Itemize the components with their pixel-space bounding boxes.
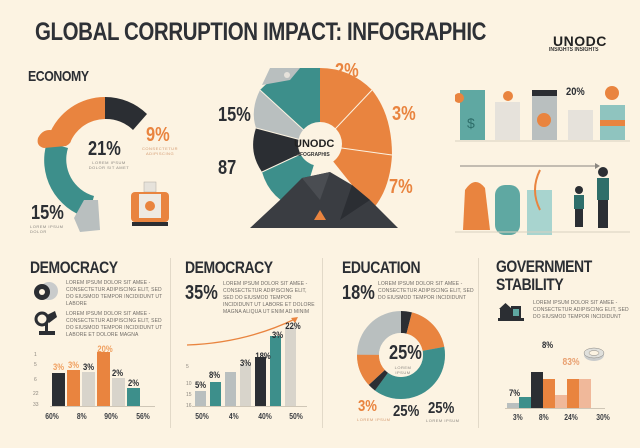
economy-left-caption: LOREM IPSUM DOLOR: [30, 224, 64, 234]
education-heading: EDUCATION: [342, 258, 421, 277]
economy-donut-chart: [37, 96, 147, 232]
wheel-segment-teal-top: [260, 68, 320, 145]
trend-arrow-icon: [186, 317, 298, 346]
government-heading-line1: GOVERNMENT: [496, 257, 592, 276]
government-heading-line2: STABILITY: [496, 275, 564, 294]
microscope-icon: [34, 311, 57, 335]
democracy2-text: LOREM IPSUM DOLOR SIT AMEE - CONSECTETUR…: [223, 281, 315, 315]
democracy2-bar-chart: [190, 327, 305, 406]
education-label-25pct-a: 25%: [393, 403, 420, 420]
svg-text:$: $: [467, 115, 475, 131]
democracy2-heading: DEMOCRACY: [185, 258, 273, 277]
wheel-label-2pct: 2%: [335, 60, 359, 82]
unodc-wheel-chart: [250, 68, 398, 228]
paper-stack-icon: [495, 102, 520, 140]
democracy-item-text: LOREM IPSUM DOLOR SIT AMEE - CONSECTETUR…: [66, 311, 163, 338]
warning-icon: [314, 210, 326, 220]
democracy-heading: DEMOCRACY: [30, 258, 118, 277]
economy-center-value: 21%: [88, 138, 121, 160]
wheel-label-87: 87: [218, 157, 237, 179]
illustration-value: 20%: [566, 86, 585, 98]
logo: UNODC: [553, 33, 607, 49]
economy-heading: ECONOMY: [28, 68, 89, 85]
wheel-segment-teal-bottom: [262, 145, 320, 210]
document-icon: [568, 110, 593, 140]
economy-right-value: 9%: [146, 124, 170, 146]
creature-icon: [463, 181, 490, 230]
education-center-value: 25%: [389, 342, 422, 364]
gears-icon: [34, 282, 58, 300]
economy-segment-orange: [49, 96, 105, 143]
economy-center-caption: LOREM IPSUM DOLOR SIT AMET: [88, 160, 130, 170]
democracy-bar-chart: [40, 350, 150, 406]
government-bar-chart: [505, 350, 615, 408]
wheel-label-15pct: 15%: [218, 104, 251, 126]
education-donut-chart: [357, 311, 445, 399]
machine-icon: [131, 181, 169, 226]
mountain-illustration: [250, 172, 398, 228]
education-value: 18%: [342, 282, 375, 304]
education-label-3pct: 3%: [358, 398, 377, 415]
democracy-item-text: LOREM IPSUM DOLOR SIT AMEE - CONSECTETUR…: [66, 280, 163, 307]
democracy2-value: 35%: [185, 282, 218, 304]
education-label-25pct-b: 25%: [428, 400, 455, 417]
logo-subtitle: INSIGHTS INSIGHTS: [549, 47, 599, 53]
corruption-illustration: $: [455, 86, 630, 235]
building-icon: [498, 303, 524, 321]
economy-segment-teal: [44, 142, 94, 218]
wheel-segment-dark: [253, 128, 320, 172]
page-title: GLOBAL CORRUPTION IMPACT: INFOGRAPHIC: [35, 18, 487, 46]
wheel-center-subtitle: INFOGRAPHIS: [295, 152, 330, 158]
economy-left-value: 15%: [31, 202, 64, 224]
divider: [478, 258, 479, 428]
divider: [322, 258, 323, 428]
education-label-3pct-caption: LOREM IPSUM: [357, 417, 391, 422]
wheel-segment-orange-1: [320, 68, 372, 145]
education-center-caption: LOREM IPSUM: [394, 365, 412, 375]
economy-right-caption: CONSECTETUR ADIPISCING: [142, 146, 178, 156]
divider: [170, 258, 171, 428]
education-text: LOREM IPSUM DOLOR SIT AMEE - CONSECTETUR…: [378, 281, 474, 301]
education-label-25pct-caption: LOREM IPSUM: [426, 418, 460, 423]
wheel-label-7pct: 7%: [389, 176, 413, 198]
ring-icon: [583, 347, 605, 361]
arrow-icon: [595, 163, 600, 169]
economy-segment-dark: [105, 96, 147, 130]
parent-child-icon: [598, 167, 608, 177]
handshake-icon: [37, 130, 72, 148]
hand-icon: [74, 200, 100, 232]
wheel-label-3pct: 3%: [392, 103, 416, 125]
money-bag-icon: [460, 90, 485, 140]
wheel-center-title: UNODC: [294, 138, 335, 150]
wheel-segment-orange-3: [320, 145, 392, 210]
government-text: LOREM IPSUM DOLOR SIT AMEE - CONSECTETUR…: [533, 300, 629, 320]
